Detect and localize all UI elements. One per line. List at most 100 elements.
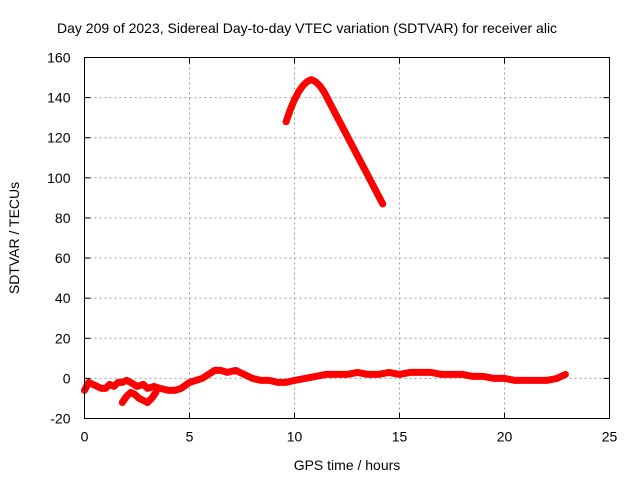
data-point (166, 387, 171, 393)
y-tick-label: 100 (47, 170, 71, 186)
data-point (283, 119, 289, 125)
data-point (367, 177, 373, 183)
plot-frame (84, 57, 610, 419)
data-point (386, 369, 392, 375)
data-point (350, 145, 356, 151)
grid-lines (84, 57, 610, 419)
data-point (98, 385, 104, 391)
data-point (205, 371, 211, 377)
data-point (187, 379, 192, 385)
x-tick-label: 20 (497, 429, 513, 445)
data-point (107, 381, 113, 387)
data-point (124, 393, 129, 399)
x-axis-label: GPS time / hours (294, 457, 401, 473)
y-tick-label: 60 (55, 250, 71, 266)
data-point (132, 391, 138, 397)
data-point (418, 369, 423, 375)
data-point (149, 395, 155, 401)
data-point (323, 371, 329, 377)
y-tick-label: 0 (63, 370, 71, 386)
data-point (283, 379, 289, 385)
data-point (313, 79, 318, 85)
y-tick-label: 80 (55, 210, 71, 226)
x-tick-label: 15 (392, 429, 408, 445)
data-point (302, 375, 308, 381)
data-point (136, 395, 142, 401)
data-point (119, 379, 125, 385)
data-point (439, 371, 444, 377)
data-point (342, 129, 348, 135)
data-point (145, 385, 150, 391)
data-point (313, 373, 318, 379)
data-point (258, 377, 264, 383)
data-point (157, 385, 163, 391)
data-point (241, 371, 247, 377)
data-point (292, 377, 297, 383)
data-point (134, 383, 140, 389)
data-point (344, 371, 350, 377)
data-point (523, 377, 528, 383)
x-tick-label: 5 (186, 429, 194, 445)
data-point (172, 387, 178, 393)
x-tick-label: 10 (287, 429, 303, 445)
x-tick-label: 25 (602, 429, 618, 445)
data-point (533, 377, 539, 383)
y-tick-label: 20 (55, 330, 71, 346)
data-point (491, 375, 497, 381)
x-tick-label: 0 (81, 429, 89, 445)
data-point (481, 373, 486, 379)
data-point (151, 383, 157, 389)
data-point (115, 379, 121, 385)
data-point (449, 371, 455, 377)
series-line-arc-3 (282, 76, 387, 208)
data-point (140, 397, 146, 403)
data-point (544, 377, 549, 383)
data-point (153, 389, 159, 395)
data-point (119, 400, 125, 405)
data-point (94, 383, 100, 389)
y-tick-label: 120 (47, 130, 71, 146)
data-point (300, 83, 306, 89)
data-point (178, 385, 184, 391)
data-point (292, 97, 297, 103)
x-tick-labels: 0 5 10 15 20 25 (81, 429, 618, 445)
data-point (287, 107, 293, 113)
data-point (334, 371, 339, 377)
data-point (512, 377, 518, 383)
data-point (145, 400, 150, 405)
data-point (128, 389, 134, 395)
y-tick-label: -20 (50, 411, 70, 427)
data-point (128, 379, 134, 385)
axis-ticks (84, 57, 610, 419)
y-tick-label: 140 (47, 90, 71, 106)
data-point (266, 377, 272, 383)
data-point (296, 89, 302, 95)
data-point (554, 375, 560, 381)
data-point (355, 369, 360, 375)
data-point (321, 89, 327, 95)
data-point (111, 383, 117, 389)
data-point (359, 161, 365, 167)
data-point (140, 381, 146, 387)
y-tick-label: 160 (47, 50, 71, 66)
data-point (562, 371, 568, 377)
data-point (212, 367, 218, 373)
data-point (380, 201, 386, 207)
data-point (90, 381, 96, 387)
y-tick-label: 40 (55, 290, 71, 306)
data-point (304, 79, 310, 85)
data-point (103, 385, 108, 391)
data-point (407, 369, 413, 375)
data-point (86, 379, 92, 385)
data-point (470, 373, 476, 379)
y-axis-label: SDTVAR / TECUs (6, 182, 22, 294)
data-point (317, 83, 323, 89)
data-point (397, 371, 402, 377)
data-point (224, 369, 230, 375)
data-point (250, 375, 255, 381)
data-point (218, 367, 224, 373)
data-point (325, 97, 331, 103)
data-point (233, 367, 239, 373)
data-point (376, 371, 381, 377)
